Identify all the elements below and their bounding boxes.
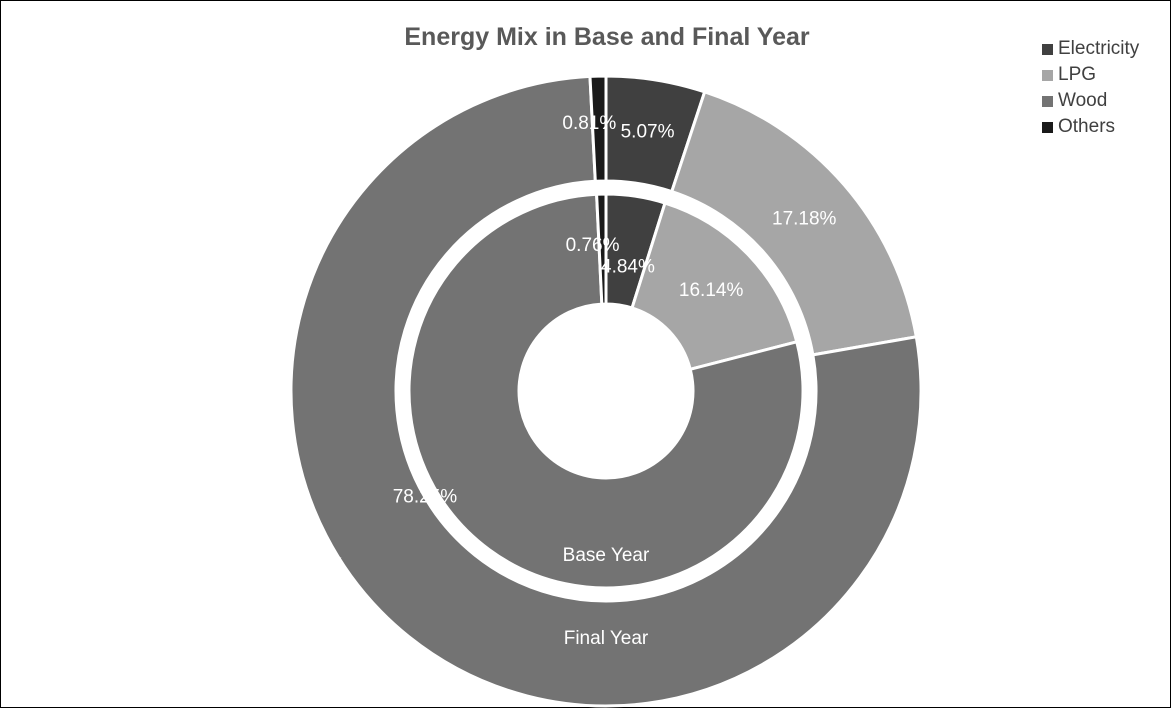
final-year-slice-wood	[289, 74, 923, 708]
legend-swatch-electricity	[1042, 43, 1053, 55]
base-year-slice-others	[595, 192, 608, 306]
legend-label-wood: Wood	[1058, 90, 1108, 111]
final-year-label-wood: 76.95%	[280, 555, 345, 576]
chart-title: Energy Mix in Base and Final Year	[404, 23, 810, 51]
legend-label-lpg: LPG	[1058, 64, 1097, 85]
base-year-series-name: Base Year	[563, 545, 650, 566]
legend-item-wood: Wood	[1042, 88, 1139, 114]
base-year-label-wood: 78.25%	[393, 487, 458, 508]
legend-swatch-others	[1042, 121, 1053, 133]
base-year-slice-wood	[407, 192, 805, 590]
final-year-label-electricity: 5.07%	[621, 121, 675, 142]
legend-label-others: Others	[1058, 116, 1116, 137]
legend-label-electricity: Electricity	[1058, 38, 1140, 59]
final-year-label-lpg: 17.18%	[772, 209, 837, 230]
legend-item-electricity: Electricity	[1042, 36, 1139, 62]
final-year-series-name: Final Year	[564, 628, 649, 649]
base-year-slice-lpg	[630, 201, 799, 372]
legend-swatch-wood	[1042, 95, 1053, 107]
final-year-label-others: 0.81%	[562, 113, 616, 134]
legend-item-lpg: LPG	[1042, 62, 1139, 88]
legend: Electricity LPG Wood Others	[1042, 36, 1139, 140]
base-year-label-lpg: 16.14%	[679, 280, 744, 301]
legend-item-others: Others	[1042, 114, 1139, 140]
base-year-label-electricity: 4.84%	[601, 257, 655, 278]
final-year-slice-others	[588, 74, 608, 183]
legend-swatch-lpg	[1042, 69, 1053, 81]
base-year-label-others: 0.76%	[566, 235, 620, 256]
